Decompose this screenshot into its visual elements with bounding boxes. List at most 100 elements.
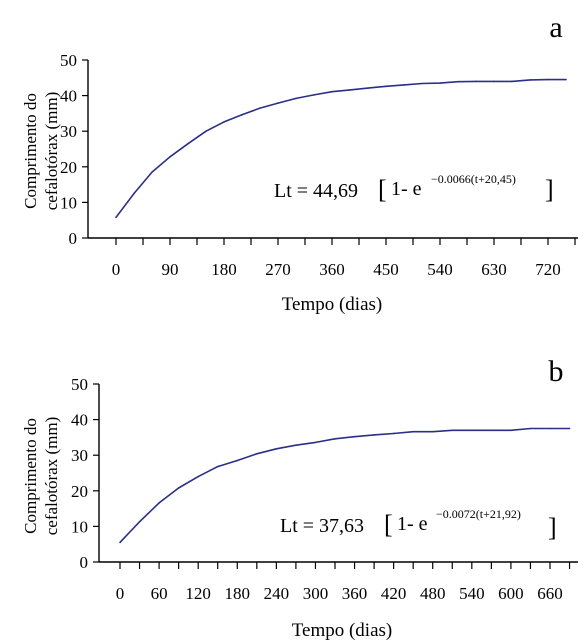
panel-b-y-tick-label: 0 (80, 553, 89, 572)
panel-a-data-point (385, 85, 387, 88)
panel-b-y-axis-title-line1-text: Comprimento do (21, 418, 40, 534)
panel-b-x-tick-label: 180 (225, 584, 251, 603)
panel-a: a 0 10 20 30 40 50 0 90 180 270 360 450 540 630 720 C… (21, 11, 578, 315)
panel-b-series (119, 427, 571, 544)
panel-a-equation-exponent: −0.0066(t+20,45) (431, 172, 516, 186)
panel-a-label: a (549, 11, 562, 44)
panel-a-equation-inner: 1- e (391, 178, 422, 200)
panel-a-y-tick-label: 10 (60, 193, 77, 212)
panel-a-y-tick-label: 20 (60, 158, 77, 177)
panel-a-data-point (187, 142, 189, 145)
panel-b-y-tick-label: 20 (71, 482, 88, 501)
panel-a-data-point (493, 80, 495, 83)
panel-a-data-point (565, 78, 567, 81)
panel-a-data-point (349, 89, 351, 91)
panel-a-y-tick-label: 50 (60, 51, 77, 70)
panel-a-x-tick-label: 450 (373, 260, 399, 279)
panel-b-data-point (158, 502, 160, 504)
panel-b-data-point (510, 429, 512, 432)
panel-a-y-tick-label: 30 (60, 122, 77, 141)
panel-a-x-axis-title: Tempo (dias) (282, 294, 383, 315)
panel-b-data-point (412, 430, 414, 433)
panel-b-x-tick-label: 540 (459, 584, 485, 603)
panel-a-x-tick-label: 540 (427, 260, 453, 279)
panel-a-data-point (331, 90, 333, 93)
panel-b-x-tick-label: 660 (537, 584, 563, 603)
panel-a-data-point (133, 192, 135, 195)
panel-a-y-axis-title-line2-text: cefalotórax (mm) (42, 92, 61, 210)
panel-a-data-point (151, 171, 153, 173)
panel-b-data-point (177, 487, 180, 489)
panel-a-data-point (259, 107, 261, 109)
panel-b-x-tick-label: 360 (342, 584, 368, 603)
panel-a-y-axis-title-line1-text: Comprimento do (21, 93, 40, 209)
panel-b-y-tick-label: 10 (71, 517, 88, 536)
panel-a-x-tick-label: 630 (481, 260, 507, 279)
panel-b-data-point (119, 541, 121, 544)
panel-b-axes (93, 383, 578, 569)
panel-a-x-tick-label: 0 (112, 260, 121, 279)
panel-a-data-point (547, 78, 549, 81)
panel-a-x-tick-label: 180 (211, 260, 237, 279)
panel-b-equation-bracket-open: [ (384, 510, 393, 539)
panel-b-data-point (236, 459, 239, 462)
panel-b-y-tick-label: 50 (71, 375, 88, 394)
panel-a-data-point (475, 80, 477, 83)
panel-a-data-point (403, 84, 405, 86)
panel-a-data-point (313, 94, 315, 96)
panel-a-x-tick-label: 720 (535, 260, 561, 279)
panel-b-data-point (490, 429, 493, 432)
panel-b-x-tick-label: 60 (151, 584, 168, 603)
panel-b-data-point (392, 432, 395, 435)
panel-b-data-point (197, 475, 199, 478)
panel-a-x-tick-label: 90 (162, 260, 179, 279)
panel-b-x-tick-label: 120 (185, 584, 211, 603)
panel-b-y-tick-label: 30 (71, 446, 88, 465)
panel-b-data-point (138, 520, 141, 523)
panel-a-equation-bracket-close: ] (545, 175, 554, 204)
panel-a-y-tick-label: 0 (69, 229, 78, 248)
panel-b-x-tick-label: 600 (498, 584, 524, 603)
panel-b: b 0 10 20 30 40 50 0 60 120 180 240 300 360 420 480 54… (21, 355, 578, 641)
panel-b-data-point (549, 427, 551, 430)
panel-b-data-point (256, 452, 258, 455)
panel-b-x-tick-label: 420 (381, 584, 407, 603)
panel-b-equation-inner: 1- e (397, 513, 428, 535)
panel-a-y-tick-label: 40 (60, 87, 77, 106)
panel-b-data-point (471, 429, 473, 432)
panel-b-data-point (353, 435, 356, 438)
panel-a-data-point (529, 79, 531, 81)
panel-b-y-tick-label: 40 (71, 411, 88, 430)
panel-b-x-axis-title: Tempo (dias) (292, 620, 393, 641)
panel-b-data-point (373, 434, 375, 436)
panel-a-data-point (241, 114, 243, 116)
panel-a-x-tick-labels: 0 90 180 270 360 450 540 630 720 (112, 260, 561, 279)
panel-b-data-point (295, 444, 297, 447)
panel-b-y-tick-labels: 0 10 20 30 40 50 (71, 375, 88, 572)
panel-a-data-point (295, 97, 297, 100)
panel-b-series-line (119, 427, 570, 543)
panel-b-data-point (216, 465, 219, 468)
panel-a-equation: Lt = 44,69 [ 1- e −0.0066(t+20,45) ] (274, 172, 554, 204)
panel-b-equation-exponent: −0.0072(t+21,92) (436, 507, 521, 521)
panel-a-data-point (205, 130, 207, 132)
panel-a-series (115, 78, 567, 219)
panel-b-data-point (275, 447, 278, 450)
panel-b-data-point (568, 427, 571, 430)
panel-b-x-tick-label: 300 (303, 584, 329, 603)
panel-b-data-point (314, 441, 317, 444)
panel-a-equation-main: Lt = 44,69 (274, 180, 358, 202)
panel-a-data-point (511, 80, 513, 83)
panel-a-data-point (367, 87, 369, 89)
panel-b-label: b (549, 355, 564, 388)
panel-b-data-point (451, 429, 454, 432)
panel-b-x-tick-label: 480 (420, 584, 446, 603)
panel-a-series-line (115, 78, 566, 218)
panel-a-equation-bracket-open: [ (378, 175, 387, 204)
panel-a-data-point (223, 121, 225, 123)
panel-b-equation: Lt = 37,63 [ 1- e −0.0072(t+21,92) ] (280, 507, 557, 542)
panel-b-data-point (334, 438, 336, 440)
panel-a-x-tick-label: 270 (265, 260, 291, 279)
panel-b-x-tick-labels: 0 60 120 180 240 300 360 420 480 540 600 660 (116, 584, 563, 603)
panel-a-data-point (115, 216, 117, 219)
